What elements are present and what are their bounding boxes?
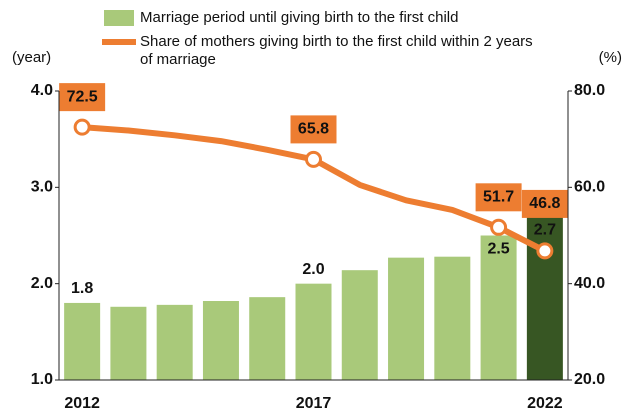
legend-swatch [104,10,134,26]
y2-tick-label: 80.0 [574,82,605,99]
y2-tick-label: 20.0 [574,371,605,388]
line-marker [305,150,322,168]
x-tick-label: 2012 [64,395,100,412]
line-label-box [290,115,337,144]
legend-label: Share of mothers giving birth to the fir… [140,33,533,68]
line-marker [536,242,554,260]
y-tick-label: 4.0 [31,82,53,99]
legend-label: Marriage period until giving birth to th… [140,9,459,26]
bar-value-label: 1.8 [71,280,93,297]
bar [249,297,286,380]
line-value-label: 65.8 [298,121,329,138]
y-tick-label: 3.0 [31,179,53,196]
bar [480,235,517,380]
bar [388,257,425,380]
line-value-label: 46.8 [529,195,560,212]
y2-tick-label: 60.0 [574,179,605,196]
y2-axis-label: (%) [599,49,622,66]
bar [341,270,378,380]
bar [526,216,563,380]
line-value-label: 72.5 [67,88,98,105]
bar [295,283,332,380]
bar-value-label: 2.0 [302,261,324,278]
bar-value-label: 2.5 [487,241,509,258]
bar [202,301,239,380]
y-tick-label: 1.0 [31,371,53,388]
bar [64,302,101,380]
legend-label-box: Share of mothers giving birth to the fir… [140,33,533,68]
y2-tick-label: 40.0 [574,275,605,292]
line-label-box [59,83,106,112]
y-axis-label: (year) [12,49,51,66]
line-label-box [521,189,568,218]
bar [434,256,471,380]
x-tick-label: 2017 [296,395,332,412]
bar [156,304,193,380]
line-value-label: 51.7 [483,189,514,206]
bar-value-label: 2.7 [534,221,556,238]
line-marker [73,118,91,136]
y-tick-label: 2.0 [31,275,53,292]
bar [110,306,147,380]
line-label-box [475,183,522,212]
line [81,124,547,254]
x-tick-label: 2022 [527,395,563,412]
line-marker [490,218,508,236]
